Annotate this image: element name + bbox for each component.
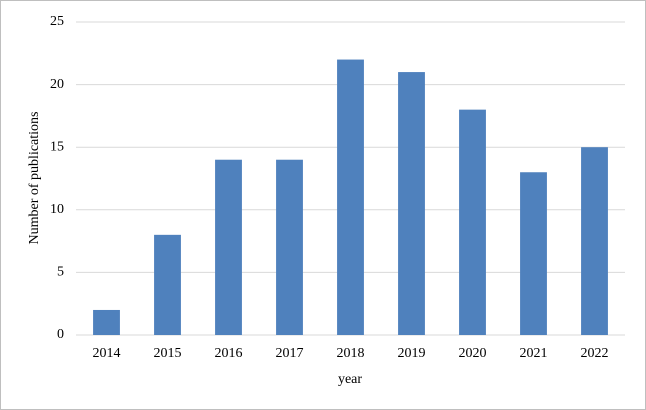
y-tick-label: 0 — [57, 327, 64, 342]
y-tick-label: 25 — [50, 14, 64, 29]
bar — [93, 309, 120, 335]
x-tick-label: 2015 — [154, 346, 182, 361]
bar — [215, 159, 242, 335]
x-tick-label: 2019 — [398, 346, 426, 361]
bar — [520, 172, 547, 335]
x-tick-label: 2020 — [459, 346, 487, 361]
x-tick-label: 2017 — [276, 346, 304, 361]
x-tick-label: 2014 — [93, 346, 121, 361]
y-tick-label: 5 — [57, 265, 64, 280]
bar — [337, 59, 364, 336]
bar — [459, 109, 486, 335]
y-tick-label: 15 — [50, 139, 64, 154]
x-tick-label: 2022 — [581, 346, 609, 361]
x-axis-label: year — [338, 372, 362, 387]
bar — [154, 234, 181, 335]
x-tick-label: 2016 — [215, 346, 243, 361]
y-axis-label: Number of publications — [27, 112, 42, 245]
bar — [276, 159, 303, 335]
bar — [398, 72, 425, 335]
x-tick-label: 2018 — [337, 346, 365, 361]
bar — [581, 147, 608, 335]
y-tick-label: 10 — [50, 202, 64, 217]
y-tick-label: 20 — [50, 77, 64, 92]
x-tick-label: 2021 — [520, 346, 548, 361]
